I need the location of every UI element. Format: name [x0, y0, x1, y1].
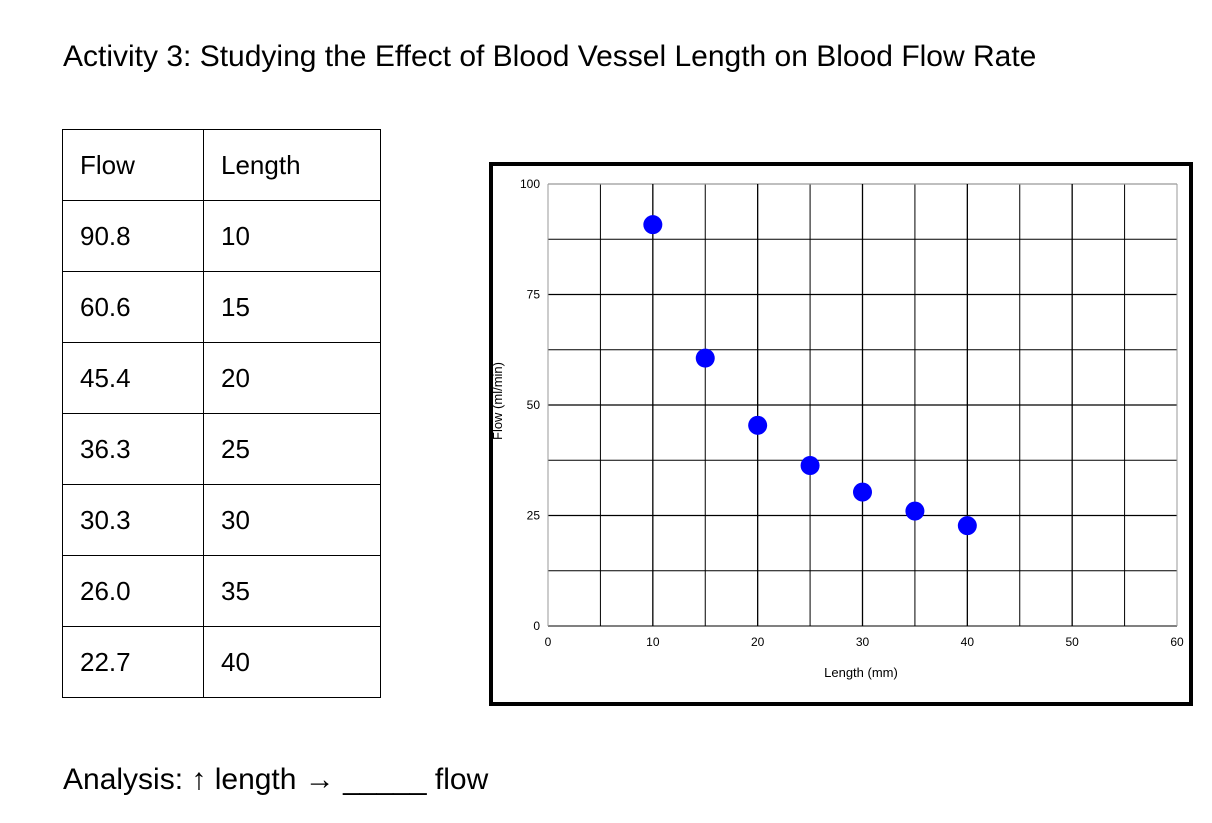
column-header-length: Length	[203, 129, 381, 201]
y-tick-label: 50	[527, 398, 541, 412]
x-tick-label: 10	[646, 635, 660, 649]
table-row: 22.7 40	[62, 626, 381, 698]
x-tick-label: 50	[1065, 635, 1079, 649]
data-point	[800, 456, 820, 476]
length-cell: 35	[203, 555, 381, 627]
data-point	[695, 348, 715, 368]
data-point	[748, 415, 768, 435]
table-header-row: Flow Length	[62, 129, 381, 201]
analysis-prompt: Analysis: ↑ length → _____ flow	[63, 763, 489, 796]
tick-labels: 0 25 50 75 100 0 10 20 30 40 50 60	[520, 177, 1184, 649]
data-point	[853, 482, 872, 502]
length-cell: 10	[203, 200, 381, 272]
length-cell: 40	[203, 626, 381, 698]
y-axis-label: Flow (ml/min)	[493, 362, 505, 440]
x-tick-label: 40	[961, 635, 975, 649]
flow-cell: 30.3	[62, 484, 204, 556]
scatter-chart: 0 25 50 75 100 0 10 20 30 40 50 60 Length (mm) Flow…	[493, 177, 1184, 680]
flow-cell: 60.6	[62, 271, 204, 343]
flow-cell: 36.3	[62, 413, 204, 485]
column-header-flow: Flow	[62, 129, 204, 201]
table-row: 26.0 35	[62, 555, 381, 627]
data-point	[957, 516, 977, 536]
x-axis-label: Length (mm)	[824, 665, 898, 680]
flow-cell: 26.0	[62, 555, 204, 627]
y-tick-label: 75	[527, 288, 541, 302]
y-tick-label: 0	[533, 619, 540, 633]
table-row: 36.3 25	[62, 413, 381, 485]
data-table: Flow Length 90.8 10 60.6 15 45.4 20 36.3…	[62, 129, 381, 698]
table-row: 60.6 15	[62, 271, 381, 343]
x-tick-label: 30	[856, 635, 870, 649]
y-tick-label: 25	[527, 509, 541, 523]
flow-cell: 22.7	[62, 626, 204, 698]
flow-cell: 45.4	[62, 342, 204, 414]
length-cell: 25	[203, 413, 381, 485]
x-tick-label: 20	[751, 635, 765, 649]
chart-frame: 0 25 50 75 100 0 10 20 30 40 50 60 Length (mm) Flow…	[489, 162, 1193, 706]
data-point	[905, 501, 925, 521]
data-point	[643, 215, 663, 235]
length-cell: 30	[203, 484, 381, 556]
table-row: 30.3 30	[62, 484, 381, 556]
x-tick-label: 0	[545, 635, 552, 649]
data-points	[643, 215, 977, 536]
grid-layer	[547, 183, 1178, 627]
length-cell: 15	[203, 271, 381, 343]
flow-cell: 90.8	[62, 200, 204, 272]
length-cell: 20	[203, 342, 381, 414]
page-title: Activity 3: Studying the Effect of Blood…	[63, 40, 1037, 73]
table-row: 90.8 10	[62, 200, 381, 272]
x-tick-label: 60	[1170, 635, 1184, 649]
table-row: 45.4 20	[62, 342, 381, 414]
y-tick-label: 100	[520, 177, 540, 191]
